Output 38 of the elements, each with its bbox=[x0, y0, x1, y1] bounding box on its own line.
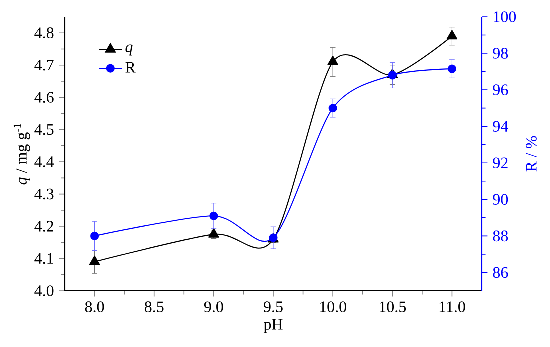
y2-tick-label: 88 bbox=[493, 230, 508, 242]
x-axis-title: pH bbox=[264, 319, 283, 334]
y-tick-label: 4.7 bbox=[34, 60, 54, 71]
legend-label: R bbox=[126, 62, 136, 73]
y2-tick-label: 86 bbox=[493, 267, 508, 278]
y-tick-label: 4.8 bbox=[34, 28, 54, 39]
y-tick-label: 4.2 bbox=[34, 221, 54, 232]
x-tick-label: 10.5 bbox=[380, 302, 406, 313]
x-tick-label: 11.0 bbox=[440, 302, 466, 313]
point bbox=[89, 256, 100, 266]
y2-tick-label: 96 bbox=[493, 84, 508, 96]
y2-tick-label: 94 bbox=[493, 121, 508, 132]
x-tick-label: 9.5 bbox=[264, 302, 283, 312]
y2-tick-label: 90 bbox=[493, 194, 508, 206]
point bbox=[448, 64, 456, 74]
y2-axis-title: R / % bbox=[526, 136, 537, 172]
point bbox=[208, 228, 220, 238]
legend-label: q bbox=[126, 44, 133, 56]
y2-tick-label: 92 bbox=[493, 158, 508, 168]
point bbox=[328, 56, 338, 66]
x-tick-label: 8.5 bbox=[144, 302, 164, 313]
x-tick-label: 8.0 bbox=[85, 302, 104, 313]
point bbox=[328, 104, 338, 113]
y-axis-title: q / mg g$^{-1}$ bbox=[14, 124, 30, 185]
y-tick-label: 4.6 bbox=[34, 92, 54, 104]
point bbox=[210, 212, 218, 220]
y-tick-label: 4.0 bbox=[34, 286, 54, 296]
y2-tick-label: 100 bbox=[494, 12, 516, 22]
y-tick-label: 4.1 bbox=[34, 253, 54, 264]
point bbox=[388, 71, 397, 80]
y2-tick-label: 98 bbox=[493, 48, 508, 59]
y-tick-label: 4.4 bbox=[34, 156, 54, 168]
x-tick-label: 9.0 bbox=[204, 302, 224, 313]
y-tick-label: 4.5 bbox=[34, 124, 54, 136]
x-tick-label: 10.0 bbox=[320, 302, 346, 313]
y-tick-label: 4.3 bbox=[34, 188, 54, 200]
point bbox=[90, 232, 100, 240]
point bbox=[446, 30, 458, 40]
